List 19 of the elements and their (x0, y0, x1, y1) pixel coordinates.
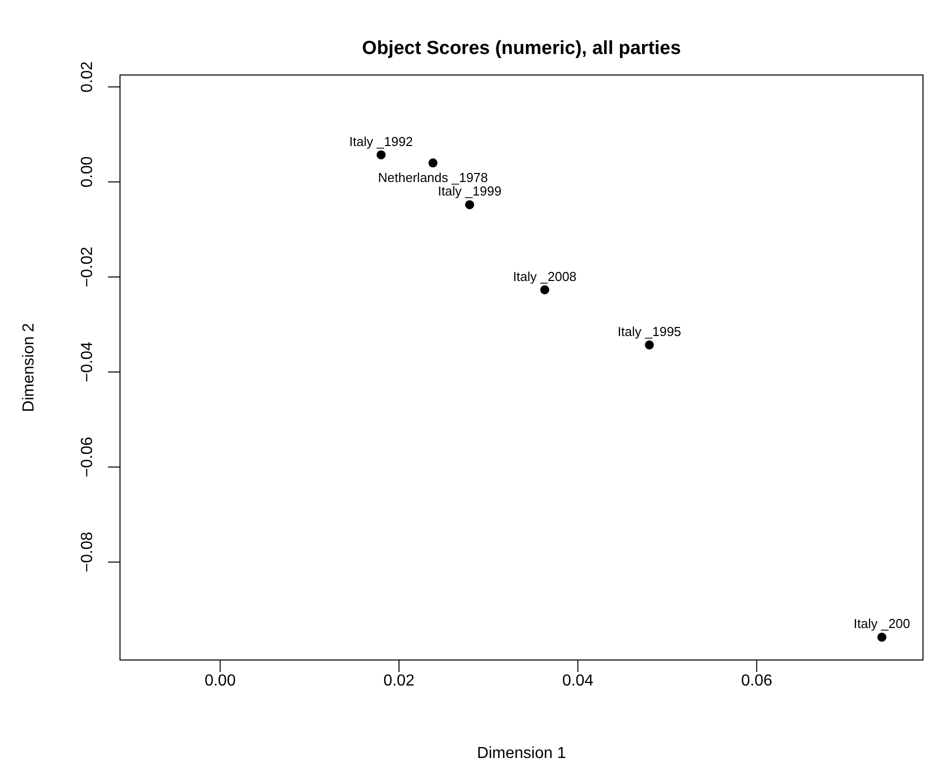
y-tick-label: 0.02 (79, 61, 96, 92)
y-tick-label: −0.06 (79, 436, 96, 478)
annotation: Italy _1999 (438, 184, 502, 199)
x-tick-label: 0.06 (741, 672, 772, 690)
y-tick-label: −0.08 (79, 532, 96, 572)
y-axis-title: Dimension 2 (20, 322, 38, 412)
y-tick-label: −0.02 (79, 246, 96, 288)
annotation: Italy _1995 (618, 324, 682, 339)
x-axis-title: Dimension 1 (477, 745, 566, 762)
y-tick-label: 0.00 (79, 156, 96, 188)
chart-title: Object Scores (numeric), all parties (361, 38, 682, 60)
y-tick-label: −0.04 (79, 342, 96, 382)
annotation: Italy _1992 (349, 134, 413, 149)
annotation: Italy _200 (854, 616, 910, 632)
annotation: Italy _2008 (512, 268, 577, 284)
annotation: Netherlands _1978 (378, 170, 488, 185)
x-tick-label: 0.04 (562, 672, 594, 690)
x-tick-label: 0.02 (383, 672, 415, 690)
x-tick-label: 0.00 (204, 672, 236, 690)
